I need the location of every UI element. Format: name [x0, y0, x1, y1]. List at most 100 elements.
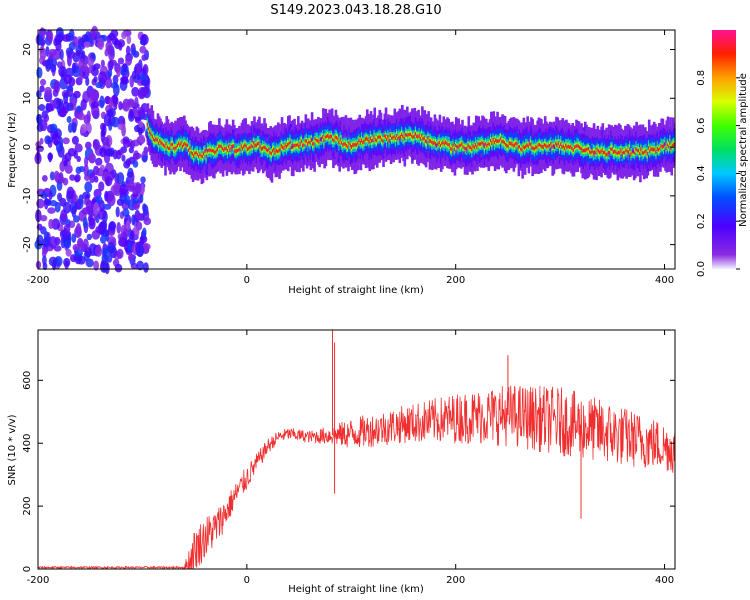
noise-blob: [98, 181, 105, 192]
noise-blob: [87, 57, 94, 67]
noise-blob: [65, 47, 74, 56]
colorbar-tick-label: 0.4: [696, 165, 707, 181]
noise-blob: [75, 223, 82, 236]
y-tick-label: -10: [22, 188, 33, 204]
noise-blob: [48, 236, 58, 249]
noise-blob: [88, 150, 95, 163]
noise-blob: [92, 139, 98, 148]
noise-blob: [139, 87, 149, 96]
noise-blob: [69, 174, 76, 181]
noise-blob: [78, 58, 86, 70]
noise-blob: [123, 228, 129, 239]
noise-blob: [53, 81, 60, 91]
noise-blob: [121, 102, 128, 110]
noise-blob: [142, 203, 147, 212]
noise-blob: [118, 101, 123, 111]
noise-blob: [48, 256, 58, 267]
x-tick-label: 200: [446, 275, 465, 286]
noise-blob: [105, 40, 113, 52]
noise-blob: [53, 170, 60, 182]
noise-blob: [57, 108, 67, 118]
noise-blob: [36, 90, 42, 99]
noise-blob: [63, 223, 71, 235]
x-tick-label: 400: [655, 275, 674, 286]
noise-blob: [108, 32, 116, 41]
noise-blob: [72, 244, 80, 251]
noise-blob: [138, 120, 144, 128]
noise-blob: [75, 166, 82, 175]
noise-blob: [127, 241, 132, 253]
x-tick-label: -200: [27, 275, 50, 286]
noise-blob: [51, 132, 61, 146]
x-tick-label: 0: [244, 575, 250, 586]
spectrogram-panel: -200 0 200 400 -20 -10 0 10 20 Height of straig…: [7, 25, 676, 296]
noise-blob: [55, 34, 63, 43]
noise-blob: [139, 38, 147, 46]
colorbar-tick-label: 0.2: [696, 213, 707, 229]
noise-blob: [132, 160, 139, 168]
noise-blob: [122, 208, 130, 217]
noise-blob: [107, 60, 114, 71]
noise-blob: [106, 242, 116, 253]
noise-blob: [140, 176, 146, 184]
noise-blob: [136, 62, 141, 75]
noise-blob: [46, 136, 53, 144]
noise-blob: [66, 186, 75, 200]
noise-blob: [83, 41, 91, 48]
noise-blob: [86, 110, 91, 123]
noise-blob: [76, 255, 86, 265]
chart-title: S149.2023.043.18.28.G10: [270, 3, 441, 18]
colorbar-tick-label: 0.8: [696, 70, 707, 86]
snr-x-ticks: -200 0 200 400: [27, 330, 674, 586]
colorbar-gradient: [712, 30, 736, 269]
noise-blob: [39, 214, 48, 222]
y-tick-label: 600: [22, 371, 33, 390]
noise-blob: [67, 122, 73, 133]
colorbar-tick-label: 0.6: [696, 118, 707, 134]
noise-blob: [121, 154, 126, 162]
noise-blob: [113, 103, 118, 111]
noise-blob: [128, 253, 135, 263]
x-tick-label: 0: [244, 275, 250, 286]
noise-blob: [140, 79, 150, 87]
noise-blob: [44, 58, 54, 70]
noise-blob: [131, 139, 140, 147]
noise-blob: [63, 91, 69, 104]
noise-blob: [93, 175, 99, 183]
noise-blob: [95, 196, 103, 205]
noise-blob: [93, 260, 100, 271]
noise-blob: [88, 65, 93, 74]
noise-blob: [126, 99, 135, 108]
noise-blob: [112, 149, 118, 160]
noise-blob: [121, 31, 127, 40]
spectrogram-x-ticks: -200 0 200 400: [27, 30, 674, 286]
noise-blob: [74, 143, 83, 153]
noise-blob: [112, 74, 119, 85]
noise-blob: [89, 88, 98, 102]
noise-blob: [61, 34, 71, 42]
spectrogram-frame: [37, 29, 676, 270]
noise-blob: [126, 35, 132, 45]
noise-blob: [41, 174, 48, 182]
noise-blob: [139, 194, 144, 204]
noise-blob: [131, 214, 136, 226]
noise-blob: [129, 74, 135, 88]
snr-line: [37, 385, 676, 570]
noise-blob: [85, 258, 94, 268]
noise-blob: [51, 218, 61, 230]
noise-blob: [45, 46, 50, 57]
noise-blob: [47, 207, 56, 214]
noise-blob: [42, 60, 47, 67]
noise-blob: [78, 210, 87, 222]
noise-blob: [138, 73, 148, 81]
spectrogram-y-ticks: -20 -10 0 10 20: [22, 43, 675, 253]
noise-blob: [116, 248, 124, 259]
noise-blob: [63, 160, 68, 167]
noise-blob: [118, 237, 126, 247]
noise-blob: [90, 101, 99, 109]
noise-blob: [141, 54, 147, 61]
noise-blob: [132, 197, 140, 204]
noise-blob: [140, 183, 145, 195]
noise-blob: [102, 264, 108, 273]
noise-blob: [78, 70, 84, 82]
